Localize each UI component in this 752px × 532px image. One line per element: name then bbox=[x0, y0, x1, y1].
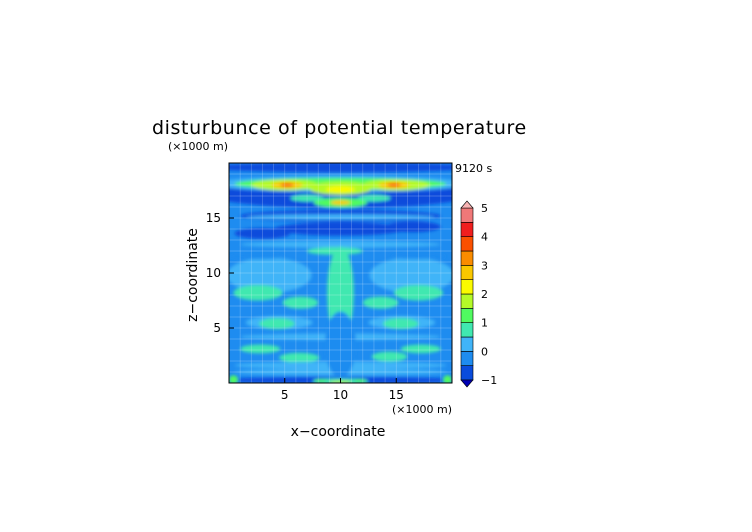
colorbar-segment bbox=[460, 293, 474, 309]
contour-region bbox=[290, 194, 324, 202]
colorbar-tick-label: −1 bbox=[481, 374, 497, 387]
colorbar-tick-label: 2 bbox=[481, 288, 488, 301]
colorbar-segment bbox=[460, 279, 474, 295]
colorbar-segment bbox=[460, 236, 474, 252]
contour-region bbox=[362, 296, 399, 309]
contour-region bbox=[229, 253, 285, 260]
colorbar-segment bbox=[460, 322, 474, 338]
colorbar-segment bbox=[460, 365, 474, 381]
contour-region bbox=[385, 221, 441, 233]
colorbar-max-arrow bbox=[460, 200, 474, 209]
contour-region bbox=[245, 214, 436, 220]
colorbar-segment bbox=[460, 308, 474, 323]
x-tick-label: 10 bbox=[333, 388, 348, 402]
contour-region bbox=[369, 257, 452, 293]
contour-region bbox=[330, 200, 351, 205]
contour-region bbox=[353, 379, 368, 383]
contour-region bbox=[324, 311, 357, 378]
colorbar-segment bbox=[460, 351, 474, 366]
contour-region bbox=[229, 257, 312, 293]
contour-region bbox=[387, 183, 401, 187]
colorbar-tick-label: 4 bbox=[481, 231, 488, 244]
y-tick-label: 10 bbox=[206, 266, 221, 280]
colorbar-tick-label: 3 bbox=[481, 259, 488, 272]
x-axis: 5 10 15 bbox=[281, 378, 404, 402]
contour-region bbox=[400, 344, 441, 354]
colorbar-tick-label: 5 bbox=[481, 202, 488, 215]
contour-region bbox=[229, 163, 452, 173]
y-unit-label: (×1000 m) bbox=[168, 140, 228, 153]
x-tick-label: 5 bbox=[281, 388, 289, 402]
contour-region bbox=[234, 227, 291, 239]
time-label: 9120 s bbox=[455, 162, 492, 175]
colorbar-tick-label: 1 bbox=[481, 317, 488, 330]
y-tick-label: 5 bbox=[213, 321, 221, 335]
colorbar-segment bbox=[460, 250, 474, 266]
contour-region bbox=[313, 379, 328, 383]
x-axis-label: x−coordinate bbox=[291, 424, 386, 440]
colorbar-min-arrow bbox=[460, 379, 474, 388]
contour-region bbox=[371, 351, 408, 362]
contour-region bbox=[259, 318, 295, 330]
contour-region bbox=[240, 344, 281, 354]
contour-region bbox=[382, 318, 419, 330]
colorbar-segment bbox=[460, 222, 474, 237]
y-tick-label: 15 bbox=[206, 211, 221, 225]
heatmap-field bbox=[229, 163, 452, 383]
colorbar-tick-label: 0 bbox=[481, 345, 488, 358]
x-tick-label: 15 bbox=[389, 388, 404, 402]
y-axis: 5 10 15 bbox=[206, 211, 234, 335]
colorbar: −1 0 1 2 3 4 5 bbox=[460, 200, 497, 388]
contour-region bbox=[443, 375, 452, 383]
contour-region bbox=[240, 241, 441, 248]
contour-region bbox=[390, 253, 447, 260]
colorbar-segment bbox=[460, 207, 474, 223]
contour-region bbox=[279, 352, 320, 363]
contour-region bbox=[273, 222, 408, 236]
colorbar-segment bbox=[460, 336, 474, 352]
x-unit-label: (×1000 m) bbox=[392, 403, 452, 416]
contour-region bbox=[280, 183, 294, 187]
y-axis-label: z−coordinate bbox=[185, 228, 201, 322]
contour-region bbox=[282, 296, 319, 309]
contour-region bbox=[229, 375, 238, 383]
contour-region bbox=[233, 285, 283, 301]
chart-title: disturbunce of potential temperature bbox=[152, 117, 527, 139]
colorbar-segment bbox=[460, 265, 474, 280]
contour-region bbox=[394, 285, 444, 301]
contour-region bbox=[326, 186, 355, 193]
contour-region bbox=[357, 194, 391, 202]
